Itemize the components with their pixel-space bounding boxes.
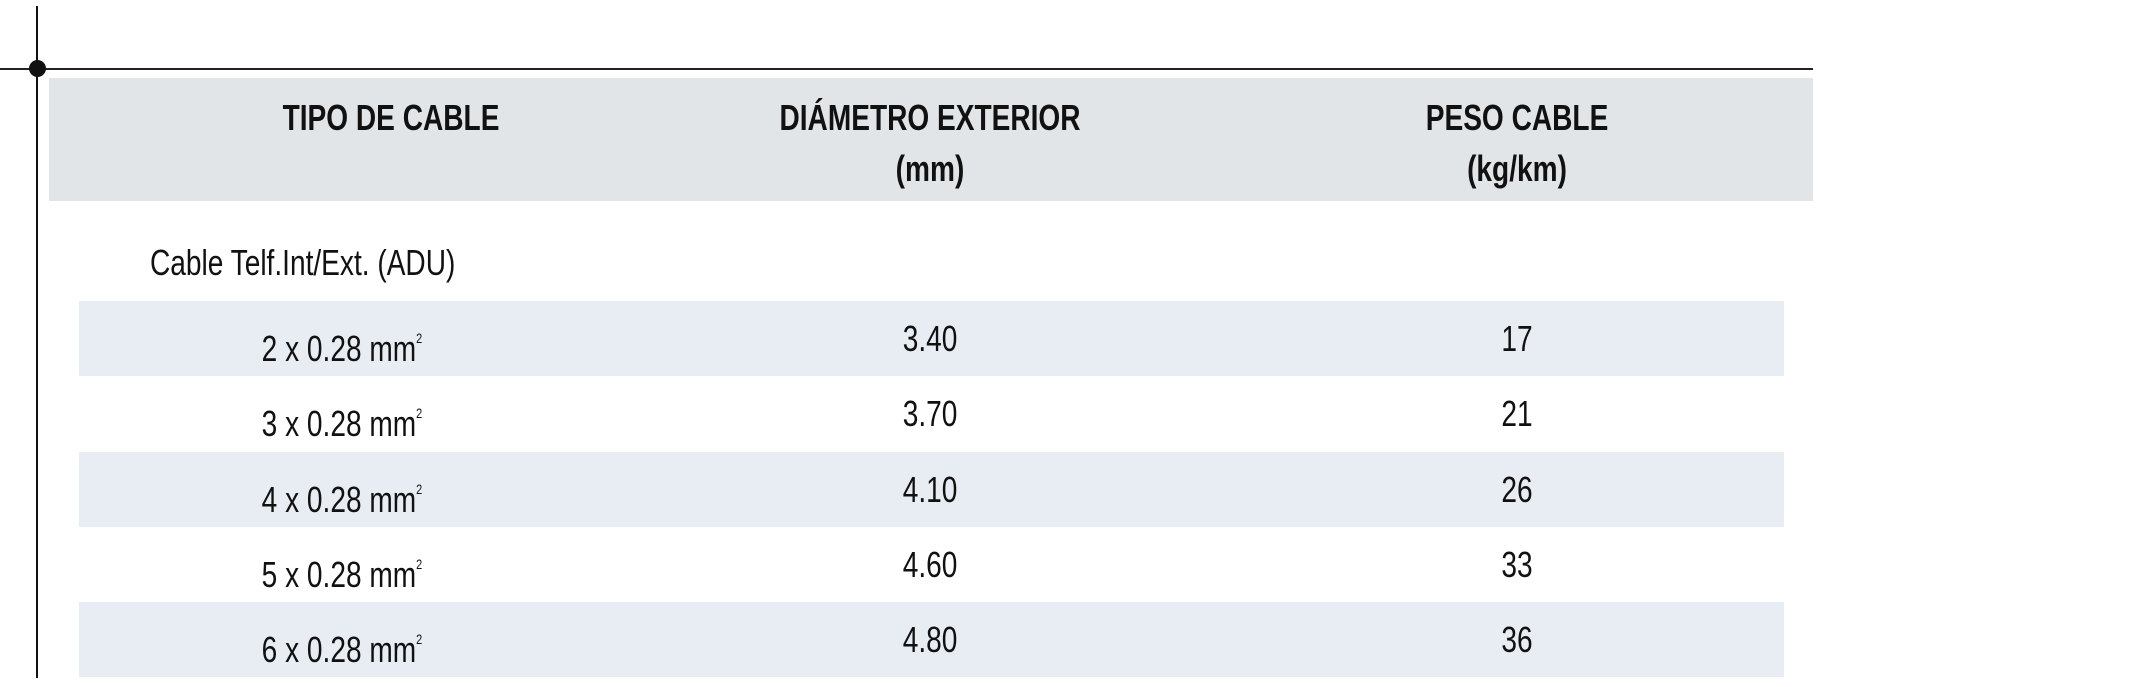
cell-diameter: 4.60: [630, 527, 1230, 602]
table-row: 4 x 0.28 mm2 4.10 26: [79, 451, 1784, 527]
cell-diameter: 3.70: [630, 376, 1230, 451]
type-text: 6 x 0.28 mm: [261, 629, 417, 671]
cell-type: 6 x 0.28 mm2: [42, 602, 642, 677]
registration-dot: [29, 60, 46, 77]
weight-text: 17: [1501, 318, 1533, 359]
table-row: 2 x 0.28 mm2 3.40 17: [79, 301, 1784, 376]
header-text: TIPO DE CABLE: [282, 97, 500, 138]
cell-type: 3 x 0.28 mm2: [42, 376, 642, 451]
type-text: 2 x 0.28 mm: [261, 328, 417, 369]
diameter-text: 4.60: [902, 543, 958, 585]
cell-type: 2 x 0.28 mm2: [42, 301, 642, 376]
cell-weight: 36: [1217, 602, 1817, 677]
cell-weight: 33: [1217, 527, 1817, 602]
weight-text: 33: [1501, 543, 1533, 585]
type-text: 5 x 0.28 mm: [261, 553, 417, 595]
superscript: 2: [416, 631, 423, 648]
cell-weight: 26: [1217, 452, 1817, 527]
superscript: 2: [416, 405, 423, 422]
cell-type: 5 x 0.28 mm2: [42, 527, 642, 602]
diameter-text: 3.40: [902, 318, 958, 359]
header-diametro: DIÁMETRO EXTERIOR (mm): [630, 92, 1230, 194]
cell-weight: 17: [1217, 301, 1817, 376]
header-peso: PESO CABLE (kg/km): [1217, 92, 1817, 194]
cell-diameter: 3.40: [630, 301, 1230, 376]
table-row: 6 x 0.28 mm2 4.80 36: [79, 602, 1784, 678]
cell-type: 4 x 0.28 mm2: [42, 452, 642, 527]
header-unit: (kg/km): [1467, 148, 1567, 189]
superscript: 2: [416, 480, 423, 497]
table-header: TIPO DE CABLE DIÁMETRO EXTERIOR (mm) PESO…: [49, 78, 1813, 201]
table-row: 3 x 0.28 mm2 3.70 21: [79, 376, 1784, 451]
diameter-text: 3.70: [902, 393, 958, 435]
cell-diameter: 4.10: [630, 452, 1230, 527]
weight-text: 21: [1501, 393, 1533, 435]
weight-text: 36: [1501, 619, 1533, 661]
table-row: 5 x 0.28 mm2 4.60 33: [79, 527, 1784, 602]
crop-mark-horizontal: [0, 68, 1813, 70]
header-unit: (mm): [895, 148, 965, 189]
section-label: Cable Telf.Int/Ext. (ADU): [150, 238, 541, 288]
diameter-text: 4.10: [902, 468, 958, 510]
superscript: 2: [416, 555, 423, 572]
type-text: 3 x 0.28 mm: [261, 403, 417, 445]
cell-weight: 21: [1217, 376, 1817, 451]
diameter-text: 4.80: [902, 619, 958, 661]
crop-mark-vertical: [36, 6, 38, 678]
cell-diameter: 4.80: [630, 602, 1230, 677]
weight-text: 26: [1501, 468, 1533, 510]
header-text: DIÁMETRO EXTERIOR: [779, 97, 1081, 138]
superscript: 2: [416, 330, 423, 346]
header-tipo: TIPO DE CABLE: [41, 92, 741, 143]
header-text: PESO CABLE: [1425, 97, 1609, 138]
section-text: Cable Telf.Int/Ext. (ADU): [150, 242, 456, 283]
type-text: 4 x 0.28 mm: [261, 478, 417, 520]
